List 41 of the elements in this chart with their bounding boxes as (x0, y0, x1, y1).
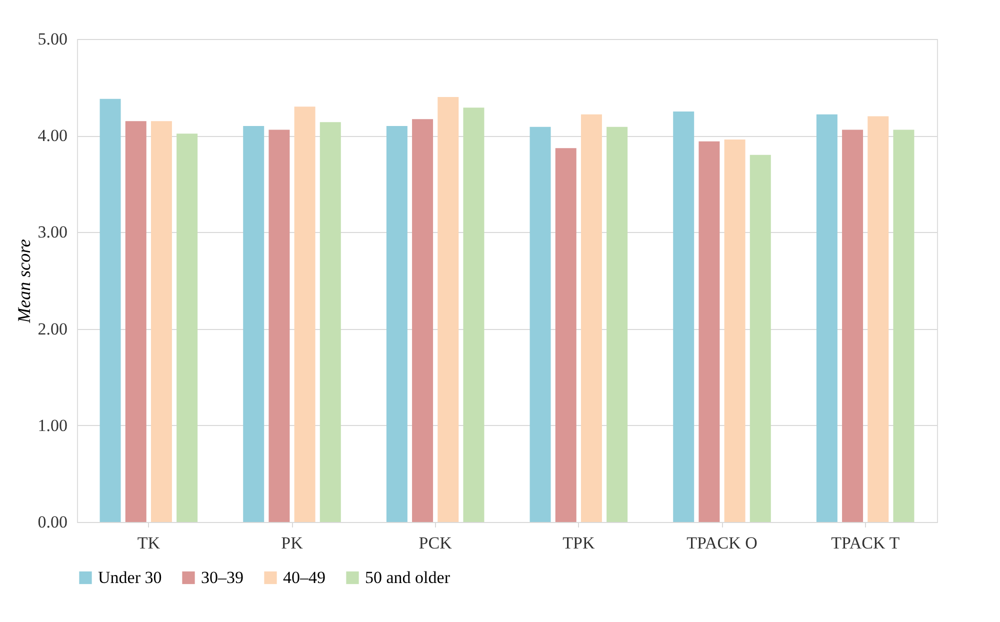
y-tick-label: 3.00 (38, 222, 68, 242)
bar (176, 134, 198, 522)
bar (816, 114, 838, 522)
y-axis-title: Mean score (14, 239, 34, 324)
bar (463, 108, 484, 522)
bar (294, 106, 316, 522)
x-tick-label: TPACK T (831, 534, 900, 552)
legend-label: Under 30 (98, 568, 162, 587)
bar (530, 126, 551, 522)
bar (842, 130, 864, 522)
bar (243, 126, 264, 522)
bar (750, 154, 771, 522)
bar (698, 141, 720, 522)
x-tick-label: TPK (562, 534, 596, 552)
bar (386, 126, 408, 522)
bar (606, 126, 628, 522)
bar (580, 114, 602, 522)
bar (150, 121, 172, 522)
bar (724, 139, 746, 522)
y-tick-label: 2.00 (38, 319, 68, 338)
legend-label: 30–39 (201, 568, 244, 587)
bar (868, 116, 889, 522)
bar (100, 98, 121, 522)
bar (438, 96, 459, 522)
legend-label: 50 and older (365, 568, 450, 587)
x-tick-label: TK (137, 534, 161, 552)
y-tick-label: 4.00 (38, 126, 68, 146)
bar (268, 130, 290, 522)
x-tick-label: TPACK O (686, 534, 758, 552)
bar (893, 130, 914, 522)
y-tick-label: 0.00 (38, 512, 68, 532)
bar (125, 121, 146, 522)
bar (673, 111, 694, 522)
legend-label: 40–49 (283, 568, 326, 587)
x-tick-label: PCK (418, 534, 453, 552)
x-tick-label: PK (281, 534, 304, 552)
y-tick-label: 1.00 (38, 416, 68, 435)
bar (555, 148, 576, 522)
y-tick-label: 5.00 (38, 30, 68, 48)
bar (412, 119, 434, 522)
bar (320, 122, 341, 522)
